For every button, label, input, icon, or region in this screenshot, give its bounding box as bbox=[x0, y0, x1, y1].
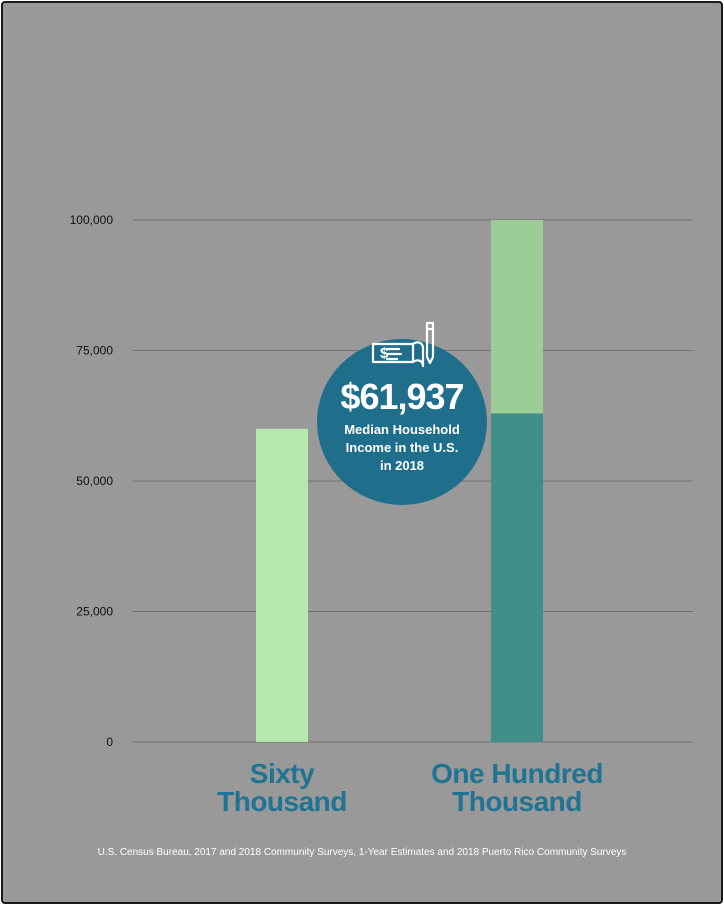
check-and-pen-icon: $ bbox=[371, 321, 435, 368]
y-tick-label: 50,000 bbox=[76, 474, 113, 488]
y-tick-label: 0 bbox=[106, 735, 113, 749]
x-category-label: Sixty Thousand bbox=[217, 758, 347, 817]
bar-chart: 0 25,000 50,000 75,000 100,000 bbox=[70, 213, 693, 749]
svg-text:$: $ bbox=[380, 345, 389, 362]
y-tick-label: 75,000 bbox=[76, 344, 113, 358]
callout-value: $61,937 bbox=[340, 376, 464, 417]
bar bbox=[256, 428, 308, 742]
y-tick-label: 100,000 bbox=[70, 213, 114, 227]
bar-upper-segment bbox=[491, 220, 543, 414]
callout-description: Median Household Income in the U.S. in 2… bbox=[344, 422, 460, 473]
source-note: U.S. Census Bureau, 2017 and 2018 Commun… bbox=[97, 847, 627, 858]
bar-highlight-segment bbox=[491, 413, 543, 742]
x-category-label: One Hundred Thousand bbox=[431, 758, 603, 817]
median-income-callout: $ $61,937 Median Household Income in the… bbox=[317, 321, 487, 505]
y-tick-label: 25,000 bbox=[76, 605, 113, 619]
